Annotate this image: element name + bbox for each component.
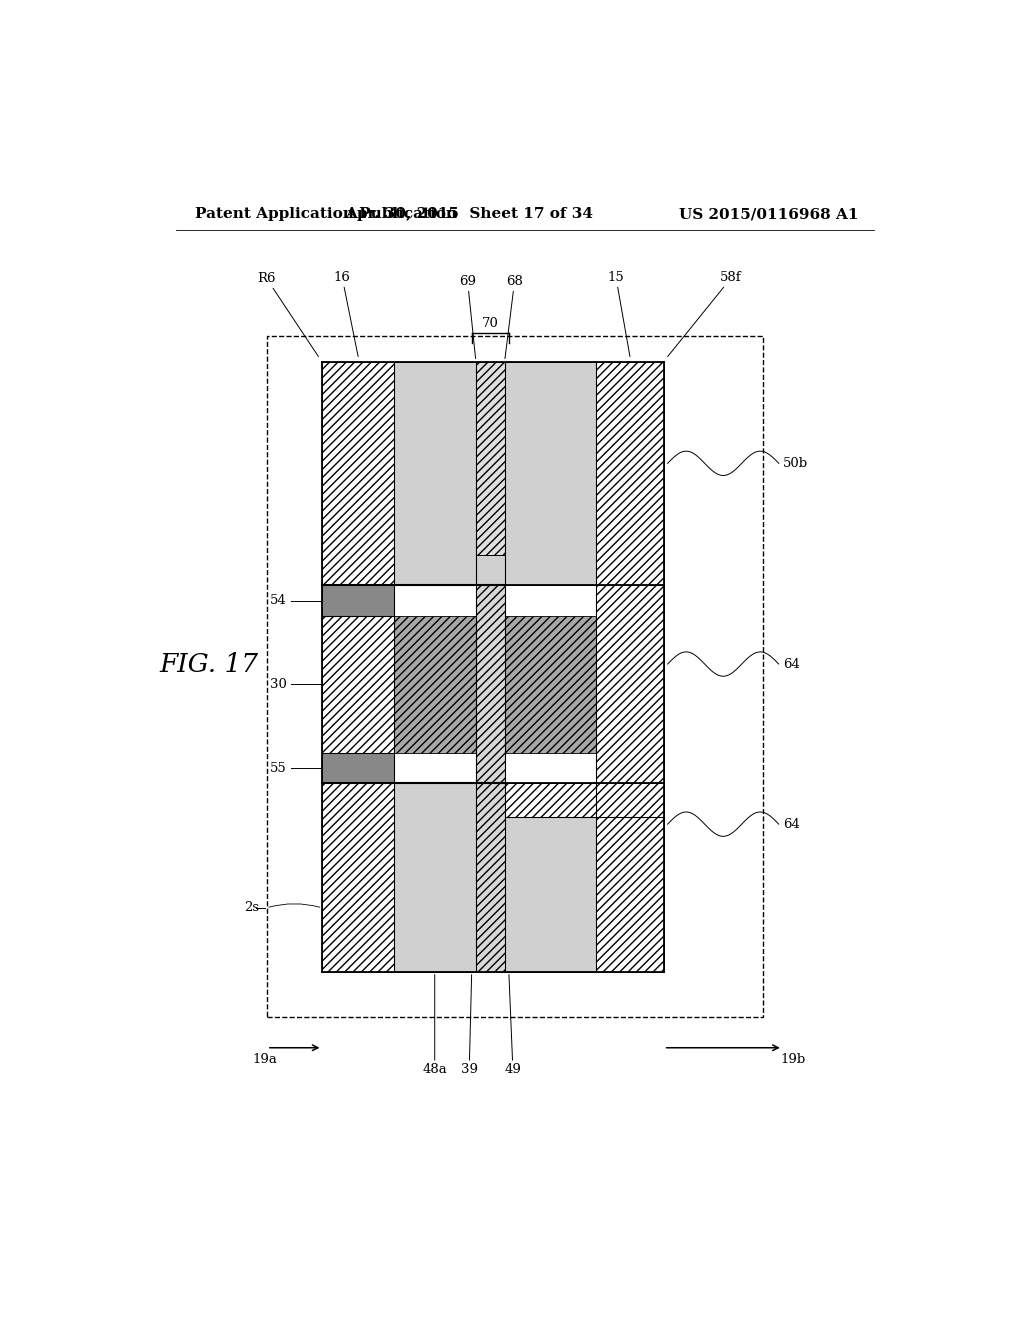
Text: 64: 64 (782, 817, 800, 830)
Text: 70: 70 (482, 317, 499, 330)
Text: 50b: 50b (782, 457, 808, 470)
Bar (394, 784, 475, 972)
Text: 64: 64 (782, 657, 800, 671)
Bar (596, 362, 664, 585)
Bar (323, 784, 394, 972)
Bar (505, 616, 596, 752)
Text: 19b: 19b (780, 1053, 806, 1065)
Bar (596, 784, 664, 972)
Bar (505, 784, 596, 817)
Text: 30: 30 (270, 678, 287, 690)
Text: 16: 16 (334, 272, 358, 356)
Bar (475, 784, 505, 972)
Bar (394, 362, 596, 585)
Bar (505, 784, 596, 817)
Text: Patent Application Publication: Patent Application Publication (196, 207, 458, 222)
Text: US 2015/0116968 A1: US 2015/0116968 A1 (679, 207, 858, 222)
Bar (323, 585, 394, 616)
Text: 2s: 2s (244, 902, 259, 915)
Bar (323, 362, 394, 585)
Bar (394, 616, 475, 752)
Text: Apr. 30, 2015  Sheet 17 of 34: Apr. 30, 2015 Sheet 17 of 34 (345, 207, 593, 222)
Bar (596, 585, 664, 784)
Bar (475, 585, 505, 784)
Bar (323, 585, 394, 784)
Bar (267, 337, 763, 1018)
Text: 15: 15 (607, 272, 630, 356)
Bar (505, 784, 596, 972)
Bar (475, 362, 505, 554)
Text: FIG. 17: FIG. 17 (160, 652, 258, 677)
Text: 49: 49 (505, 974, 521, 1076)
Text: 54: 54 (270, 594, 287, 607)
Text: 58f: 58f (668, 272, 742, 356)
Text: 39: 39 (461, 974, 478, 1076)
Bar (505, 784, 596, 817)
Text: 69: 69 (459, 276, 476, 359)
Text: 48a: 48a (422, 974, 447, 1076)
Text: 68: 68 (505, 276, 523, 359)
Text: 55: 55 (270, 762, 287, 775)
Bar (323, 752, 394, 784)
Text: 19a: 19a (253, 1053, 278, 1065)
Text: R6: R6 (258, 272, 318, 356)
